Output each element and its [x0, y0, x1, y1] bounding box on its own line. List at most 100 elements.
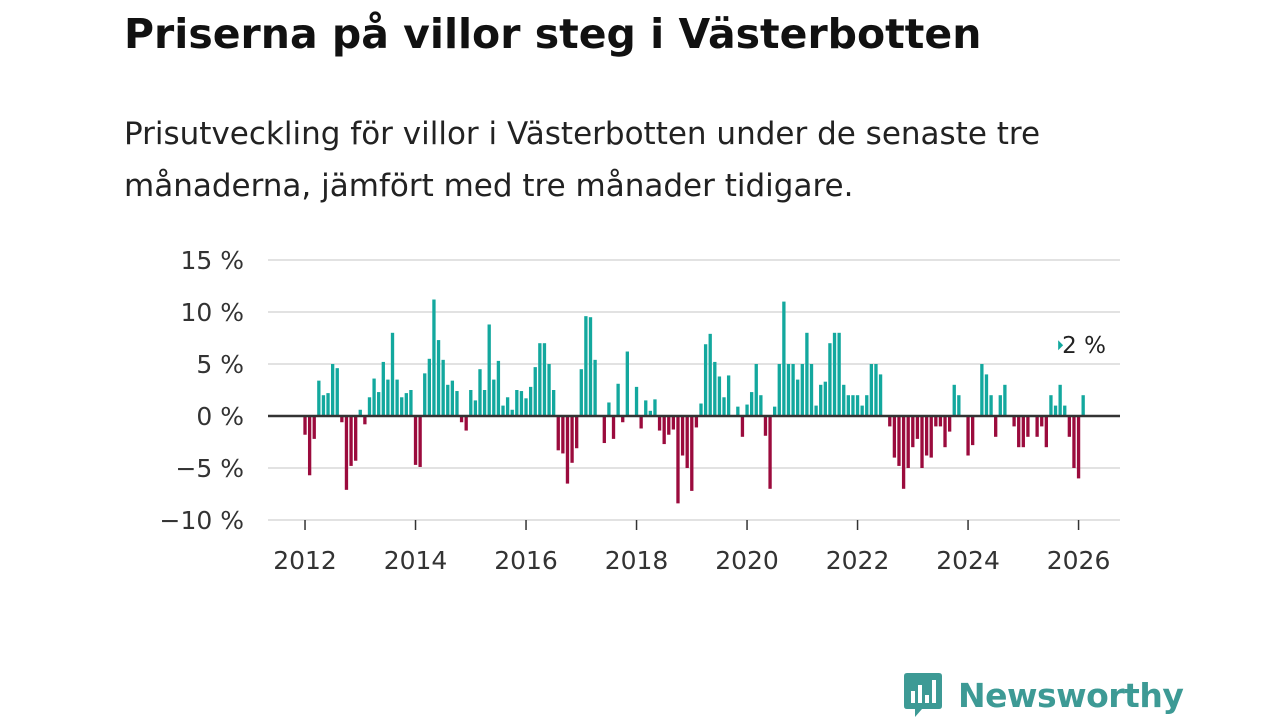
bar: [496, 360, 501, 416]
bar: [851, 395, 855, 416]
bar: [303, 416, 307, 435]
bar: [653, 399, 657, 416]
bar: [1044, 416, 1048, 448]
bar: [1058, 384, 1062, 416]
bar: [418, 416, 422, 467]
bar: [607, 402, 611, 416]
bar: [648, 410, 653, 416]
bar: [1026, 416, 1030, 437]
bar: [984, 374, 989, 416]
bar: [667, 416, 671, 435]
bar: [524, 398, 528, 416]
bar: [796, 379, 800, 416]
bar: [552, 390, 556, 416]
bar: [657, 416, 662, 431]
bar: [611, 416, 616, 439]
bar: [367, 397, 372, 416]
logo-text: Newsworthy: [958, 675, 1184, 715]
bar: [478, 369, 482, 416]
bar: [713, 361, 717, 416]
bar: [971, 416, 975, 446]
bar: [464, 416, 468, 431]
bar: [699, 403, 703, 416]
bar: [924, 416, 929, 456]
bar: [694, 416, 699, 428]
bar: [800, 364, 804, 416]
bar: [593, 359, 597, 416]
bar: [1081, 395, 1085, 416]
bar: [450, 380, 455, 416]
bar: [745, 404, 749, 416]
bar: [335, 368, 339, 416]
bar: [312, 416, 316, 439]
bar: [947, 416, 952, 432]
bar: [892, 416, 897, 458]
bar: [865, 395, 869, 416]
bar: [386, 379, 390, 416]
bar: [740, 416, 745, 437]
bar: [469, 390, 473, 416]
bar: [920, 416, 924, 468]
bar: [556, 416, 560, 451]
bar: [575, 416, 579, 449]
bar: [455, 391, 459, 416]
bar: [400, 397, 404, 416]
bar: [842, 384, 846, 416]
x-axis-ticks: [304, 520, 1080, 530]
x-tick-label: 2018: [605, 546, 669, 575]
bar: [773, 406, 777, 416]
bar: [717, 376, 722, 416]
bar: [708, 333, 712, 416]
y-tick-label: 10 %: [180, 298, 244, 327]
x-tick-label: 2020: [715, 546, 779, 575]
bar: [837, 332, 841, 416]
bar: [326, 393, 330, 416]
bar: [749, 392, 754, 416]
bar: [1053, 405, 1058, 416]
bar: [482, 390, 487, 416]
bar: [966, 416, 970, 456]
bar: [814, 405, 818, 416]
bar: [855, 395, 860, 416]
bar: [846, 395, 850, 416]
bar: [639, 416, 643, 429]
end-label-group: 2 %: [1058, 333, 1106, 359]
bar: [625, 351, 629, 416]
bar: [317, 380, 321, 416]
bar: [487, 324, 491, 416]
bar: [943, 416, 947, 448]
bar: [754, 364, 758, 416]
bar: [662, 416, 666, 445]
bar: [528, 386, 533, 416]
bar: [584, 316, 588, 416]
bar: [777, 364, 781, 416]
bar: [634, 386, 639, 416]
y-tick-label: −5 %: [175, 454, 244, 483]
bar: [621, 416, 625, 423]
bar: [441, 359, 445, 416]
bars: [303, 299, 1085, 504]
bar: [321, 395, 326, 416]
y-axis-labels: 15 % 10 % 5 % 0 % −5 % −10 %: [160, 246, 244, 535]
x-tick-label: 2022: [826, 546, 890, 575]
bar: [786, 364, 791, 416]
bar: [1021, 416, 1025, 448]
bar: [763, 416, 768, 436]
bar: [644, 400, 648, 416]
bar: [423, 373, 427, 416]
x-tick-label: 2012: [273, 546, 337, 575]
bar: [510, 409, 514, 416]
bar: [897, 416, 901, 466]
bar: [307, 416, 312, 476]
bar: [906, 416, 910, 468]
bar: [860, 405, 864, 416]
bar: [473, 400, 478, 416]
bar: [952, 384, 956, 416]
end-label-marker: [1058, 340, 1064, 351]
bar: [427, 358, 431, 416]
bar: [1067, 416, 1072, 437]
bar: [1049, 395, 1053, 416]
bar: [957, 395, 961, 416]
bar: [938, 416, 943, 427]
